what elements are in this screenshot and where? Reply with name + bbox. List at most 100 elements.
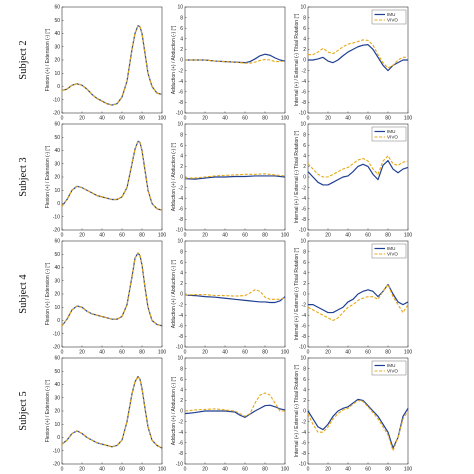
x-tick-label: 100: [404, 350, 413, 356]
y-axis-label: Adduction (+) / Abduction (-) [°]: [171, 142, 177, 211]
y-tick-label: 8: [180, 249, 183, 255]
x-tick-label: 0: [61, 116, 64, 122]
series-line-vivo: [61, 375, 163, 449]
x-tick-label: 40: [222, 116, 228, 122]
x-tick-label: 40: [345, 233, 351, 239]
y-tick-label: -10: [176, 111, 183, 117]
y-tick-label: -4: [179, 79, 184, 85]
y-tick-label: 10: [177, 5, 183, 11]
x-tick-label: 100: [158, 116, 167, 122]
x-tick-label: 100: [281, 467, 290, 473]
y-tick-label: 6: [180, 377, 183, 383]
series-line-imu: [184, 294, 286, 304]
y-tick-label: 6: [180, 143, 183, 149]
series-line-imu: [184, 175, 286, 180]
plot-frame: [307, 6, 409, 114]
x-tick-label: 20: [79, 350, 85, 356]
y-tick-label: 4: [303, 154, 306, 160]
y-tick-label: 0: [57, 84, 60, 90]
x-tick-label: 100: [158, 467, 167, 473]
subplot-r5-c2: 0 20 40 60 80 100 -10 -8 -6 -4 -2 0 2 4 6 8 10 Adduction …: [171, 356, 289, 473]
y-tick-label: -4: [302, 313, 307, 319]
legend-label-imu: IMU: [387, 12, 395, 17]
legend-label-imu: IMU: [387, 129, 395, 134]
y-tick-label: -2: [179, 419, 184, 425]
y-tick-label: 30: [54, 161, 60, 167]
y-tick-label: 30: [54, 395, 60, 401]
series-line-vivo: [308, 39, 408, 69]
plot-frame: [184, 357, 286, 465]
x-tick-label: 20: [202, 233, 208, 239]
y-tick-label: 60: [54, 239, 60, 245]
x-tick-label: 80: [385, 116, 391, 122]
y-tick-label: 10: [54, 305, 60, 311]
x-tick-label: 20: [202, 467, 208, 473]
legend-label-vivo: VIVO: [387, 369, 398, 374]
x-tick-label: 60: [365, 350, 371, 356]
y-tick-label: -20: [53, 111, 60, 117]
x-tick-label: 60: [365, 233, 371, 239]
y-tick-label: 40: [54, 31, 60, 37]
y-tick-label: -6: [179, 324, 184, 330]
y-axis-label: Adduction (+) / Abduction (-) [°]: [171, 376, 177, 445]
y-tick-label: 60: [54, 122, 60, 128]
x-tick-label: 100: [281, 350, 290, 356]
x-tick-label: 20: [79, 467, 85, 473]
y-tick-label: 0: [180, 58, 183, 64]
x-tick-label: 0: [184, 116, 187, 122]
subject-label: Subject 3: [18, 157, 29, 196]
series-line-vivo: [61, 140, 163, 211]
y-tick-label: 10: [177, 356, 183, 362]
series-line-vivo: [307, 283, 409, 322]
y-tick-label: 6: [180, 26, 183, 32]
y-tick-label: -10: [299, 228, 306, 234]
x-tick-label: 40: [345, 116, 351, 122]
y-axis-label: Adduction (+) / Abduction (-) [°]: [171, 259, 177, 328]
subplot-r2-c2: 0 20 40 60 80 100 -10 -8 -6 -4 -2 0 2 4 6 8 10 Adduction …: [171, 5, 289, 122]
series-line-imu: [307, 398, 409, 449]
y-tick-label: -4: [302, 196, 307, 202]
x-tick-label: 0: [184, 350, 187, 356]
y-tick-label: -6: [302, 90, 307, 96]
x-tick-label: 100: [404, 467, 413, 473]
y-tick-label: -6: [179, 207, 184, 213]
y-tick-label: -20: [53, 345, 60, 351]
y-tick-label: -6: [302, 207, 307, 213]
series-line-imu: [308, 283, 409, 314]
series-line-vivo: [184, 289, 286, 300]
y-tick-label: 4: [303, 37, 306, 43]
x-tick-label: 20: [325, 467, 331, 473]
x-tick-label: 0: [307, 233, 310, 239]
y-tick-label: 10: [300, 356, 306, 362]
y-tick-label: 2: [303, 47, 306, 53]
y-tick-label: 2: [180, 398, 183, 404]
y-tick-label: -8: [179, 334, 184, 340]
y-tick-label: 8: [180, 132, 183, 138]
y-tick-label: 0: [57, 201, 60, 207]
subplot-r4-c2: 0 20 40 60 80 100 -10 -8 -6 -4 -2 0 2 4 6 8 10 Adduction …: [171, 239, 289, 356]
y-tick-label: 10: [54, 71, 60, 77]
y-tick-label: 4: [180, 388, 183, 394]
y-tick-label: 20: [54, 58, 60, 64]
y-tick-label: 6: [303, 26, 306, 32]
y-tick-label: -10: [53, 448, 60, 454]
y-tick-label: -2: [179, 68, 184, 74]
y-tick-label: -4: [179, 196, 184, 202]
series-line-vivo: [185, 58, 286, 64]
y-axis-label: Internal (+) / External (-) Tibial Rotat…: [294, 130, 300, 223]
y-axis-label: Flexion (+) / Extension (-) [°]: [45, 379, 51, 442]
plot-frame: [307, 123, 409, 231]
x-tick-label: 60: [242, 233, 248, 239]
x-tick-label: 100: [281, 233, 290, 239]
y-tick-label: -8: [302, 451, 307, 457]
y-tick-label: -4: [179, 430, 184, 436]
y-tick-label: -8: [302, 217, 307, 223]
y-tick-label: -10: [53, 214, 60, 220]
y-tick-label: 0: [303, 58, 306, 64]
x-tick-label: 40: [99, 116, 105, 122]
y-tick-label: 6: [303, 260, 306, 266]
x-tick-label: 0: [61, 233, 64, 239]
x-tick-label: 80: [139, 116, 145, 122]
